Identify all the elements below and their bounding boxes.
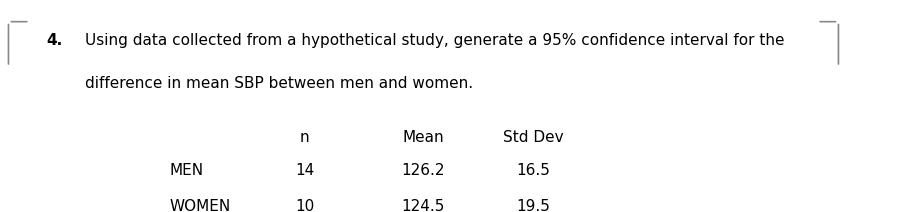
Text: MEN: MEN [169,163,203,178]
Text: Using data collected from a hypothetical study, generate a 95% confidence interv: Using data collected from a hypothetical… [85,32,784,47]
Text: 19.5: 19.5 [517,199,550,212]
Text: Std Dev: Std Dev [503,130,564,145]
Text: 124.5: 124.5 [402,199,445,212]
Text: 10: 10 [295,199,314,212]
Text: WOMEN: WOMEN [169,199,230,212]
Text: Mean: Mean [403,130,445,145]
Text: 4.: 4. [46,32,63,47]
Text: 14: 14 [295,163,314,178]
Text: 16.5: 16.5 [517,163,550,178]
Text: difference in mean SBP between men and women.: difference in mean SBP between men and w… [85,76,473,91]
Text: 126.2: 126.2 [402,163,445,178]
Text: n: n [300,130,310,145]
